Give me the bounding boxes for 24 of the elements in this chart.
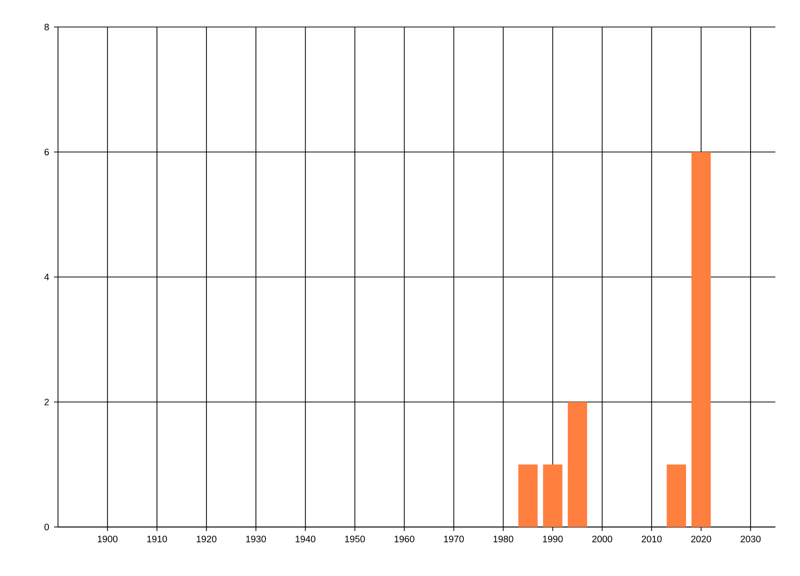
bar [543, 464, 562, 527]
bar [568, 402, 588, 527]
bar [518, 464, 538, 527]
y-tick-label: 4 [44, 274, 50, 280]
x-tick-label: 2000 [592, 536, 612, 542]
x-tick-label: 1950 [345, 536, 365, 542]
x-tick-label: 1960 [394, 536, 414, 542]
x-tick-label: 2030 [740, 536, 761, 542]
x-tick-label: 1970 [444, 536, 464, 542]
x-tick-label: 1940 [296, 536, 316, 542]
x-tick-label: 2020 [691, 536, 712, 542]
x-tick-label: 1900 [98, 536, 118, 542]
y-tick-label: 2 [44, 398, 49, 406]
y-tick-label: 8 [44, 24, 49, 30]
bar [691, 152, 711, 527]
x-tick-label: 1980 [494, 536, 514, 542]
x-tick-label: 1910 [147, 536, 167, 542]
y-tick-label: 0 [44, 524, 49, 530]
bar [666, 464, 686, 527]
x-tick-label: 1920 [196, 536, 216, 542]
y-tick-label: 6 [44, 148, 49, 156]
x-tick-label: 1930 [246, 536, 266, 542]
x-tick-label: 1990 [543, 536, 563, 542]
x-tick-label: 2010 [642, 536, 662, 542]
